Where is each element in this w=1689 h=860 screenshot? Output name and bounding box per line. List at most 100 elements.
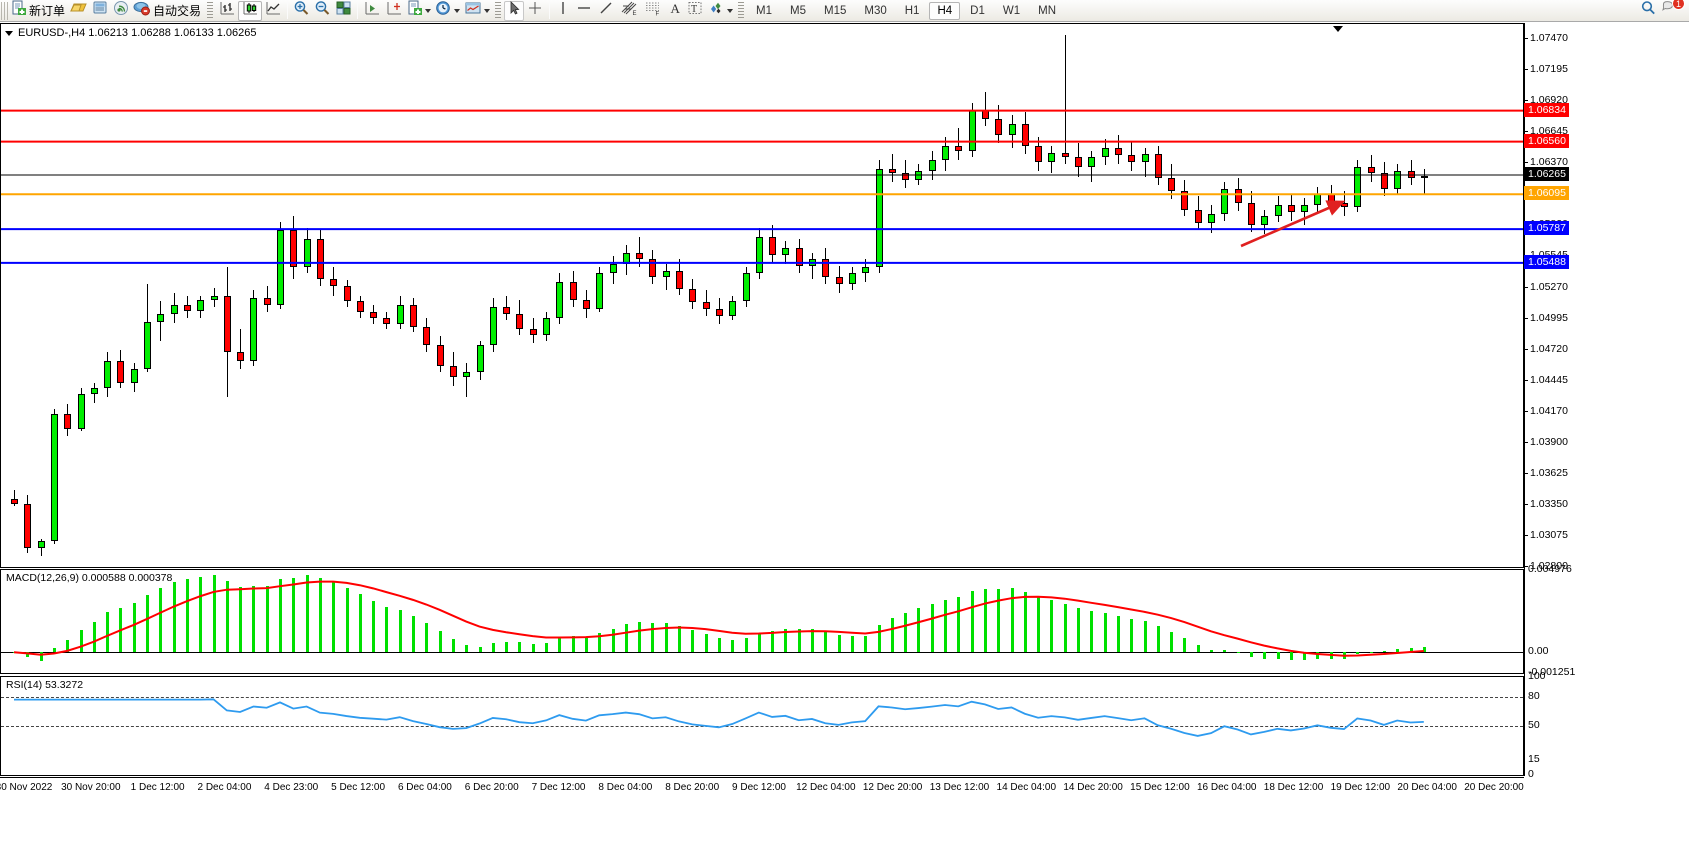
candle [543, 24, 551, 567]
folder-button[interactable] [68, 1, 90, 21]
time-label: 20 Dec 20:00 [1464, 782, 1524, 793]
candle [11, 24, 19, 567]
signal-button[interactable] [111, 1, 132, 21]
candlestick-chart-icon [241, 0, 259, 21]
timeframe-m30[interactable]: M30 [864, 4, 887, 17]
objects-button[interactable] [705, 1, 735, 21]
horizontal-line-button[interactable] [573, 1, 595, 21]
bar-chart-button[interactable] [216, 1, 238, 21]
price-tag-resistance-1[interactable]: 1.06560 [1524, 133, 1569, 148]
timeframe-h4[interactable]: H4 [929, 1, 961, 20]
price-tag-support-1[interactable]: 1.05787 [1524, 221, 1569, 236]
candle [942, 24, 950, 567]
tile-windows-button[interactable] [333, 1, 354, 21]
zoom-in-icon [293, 0, 310, 21]
price-tag-pivot[interactable]: 1.06095 [1524, 186, 1569, 201]
indicators-dropdown-arrow[interactable] [425, 8, 432, 13]
candle [795, 24, 804, 567]
macd-bar [1116, 615, 1120, 653]
toolbar-separator-4 [495, 2, 502, 19]
chart-area[interactable]: EURUSD-,H4 1.06213 1.06288 1.06133 1.062… [0, 22, 1689, 860]
equidistant-channel-button[interactable]: E [617, 1, 641, 21]
line-chart-button[interactable] [262, 1, 284, 21]
price-axis[interactable]: 1.074701.071951.069201.066451.063701.060… [1524, 23, 1689, 780]
timeframe-m1[interactable]: M1 [756, 4, 773, 17]
notifications-button[interactable]: 1 [1659, 0, 1685, 21]
vertical-line-button[interactable] [553, 1, 573, 21]
symbol-header[interactable]: EURUSD-,H4 1.06213 1.06288 1.06133 1.062… [1, 26, 257, 40]
macd-bar [398, 610, 402, 653]
svg-text:T: T [691, 4, 697, 15]
chart-menu-caret-icon[interactable] [5, 30, 13, 36]
new-order-button[interactable]: 新订单 [10, 0, 68, 21]
price-tick: 1.03075 [1524, 528, 1568, 541]
scroll-end-button[interactable] [361, 1, 383, 21]
candle [383, 24, 391, 567]
zoom-out-button[interactable] [312, 1, 333, 21]
macd-bar [26, 652, 30, 658]
macd-bar [717, 638, 721, 653]
symbol-ohlc-label: EURUSD-,H4 1.06213 1.06288 1.06133 1.062… [18, 27, 257, 39]
candle [1181, 24, 1189, 567]
folder-icon [70, 0, 88, 21]
search-button[interactable] [1638, 1, 1659, 21]
toolbar-grip[interactable] [1, 1, 8, 20]
macd-bar [1196, 645, 1200, 653]
chart-shift-button[interactable] [383, 1, 405, 21]
auto-trading-button[interactable]: 自动交易 [132, 1, 204, 21]
candle [303, 24, 312, 567]
macd-pane[interactable]: MACD(12,26,9) 0.000588 0.000378 [0, 569, 1524, 674]
indicators-button[interactable] [405, 0, 433, 21]
time-label: 4 Dec 23:00 [264, 782, 319, 793]
candle [410, 24, 418, 567]
trendline-button[interactable] [595, 1, 617, 21]
text-button[interactable]: A [665, 1, 685, 21]
macd-bar [1037, 596, 1041, 653]
period-button[interactable] [433, 1, 462, 21]
candle [729, 24, 737, 567]
candle [316, 24, 325, 567]
price-tag-current-price[interactable]: 1.06265 [1524, 167, 1569, 182]
macd-bar [39, 652, 43, 661]
time-label: 30 Nov 20:00 [61, 782, 121, 793]
price-tag-resistance-2[interactable]: 1.06834 [1524, 102, 1569, 117]
price-tick: 1.04170 [1524, 405, 1568, 418]
terminal-button[interactable] [90, 1, 111, 21]
candle [995, 24, 1003, 567]
timeframe-h1[interactable]: H1 [904, 4, 920, 17]
timeframe-group: M1 M5 M15 M30 H1 H4 D1 W1 MN [747, 1, 1065, 20]
period-dropdown-arrow[interactable] [454, 8, 461, 13]
macd-bar [1130, 619, 1134, 653]
text-label-button[interactable]: T [685, 1, 705, 21]
objects-dropdown-arrow[interactable] [727, 8, 734, 13]
price-pane[interactable]: EURUSD-,H4 1.06213 1.06288 1.06133 1.062… [0, 23, 1524, 568]
timeframe-mn[interactable]: MN [1038, 4, 1056, 17]
candle [1141, 24, 1150, 567]
templates-button[interactable] [462, 1, 492, 21]
cursor-button[interactable] [504, 0, 525, 21]
fibonacci-button[interactable]: F [641, 1, 665, 21]
timeframe-w1[interactable]: W1 [1002, 4, 1021, 17]
macd-bar [1210, 649, 1213, 653]
timeframe-d1[interactable]: D1 [970, 4, 985, 17]
candlestick-chart-button[interactable] [238, 0, 263, 21]
candle [1008, 24, 1017, 567]
crosshair-button[interactable] [524, 1, 546, 21]
terminal-icon [92, 0, 109, 21]
macd-bar [545, 642, 548, 653]
macd-bar [651, 623, 655, 653]
candle [104, 24, 112, 567]
time-axis[interactable]: 30 Nov 2022 30 Nov 20:00 1 Dec 12:00 2 Dec … [0, 777, 1524, 817]
candle [1354, 24, 1362, 567]
candle [503, 24, 511, 567]
macd-bar [638, 622, 642, 653]
candle [330, 24, 338, 567]
rsi-pane[interactable]: RSI(14) 53.3272 [0, 676, 1524, 776]
zoom-in-button[interactable] [291, 1, 312, 21]
timeframe-m5[interactable]: M5 [790, 4, 806, 17]
toolbar-separator-5 [549, 2, 551, 19]
price-tag-support-2[interactable]: 1.05488 [1524, 254, 1569, 269]
templates-dropdown-arrow[interactable] [484, 8, 491, 13]
timeframe-m15[interactable]: M15 [824, 4, 847, 17]
macd-bar [784, 628, 788, 653]
